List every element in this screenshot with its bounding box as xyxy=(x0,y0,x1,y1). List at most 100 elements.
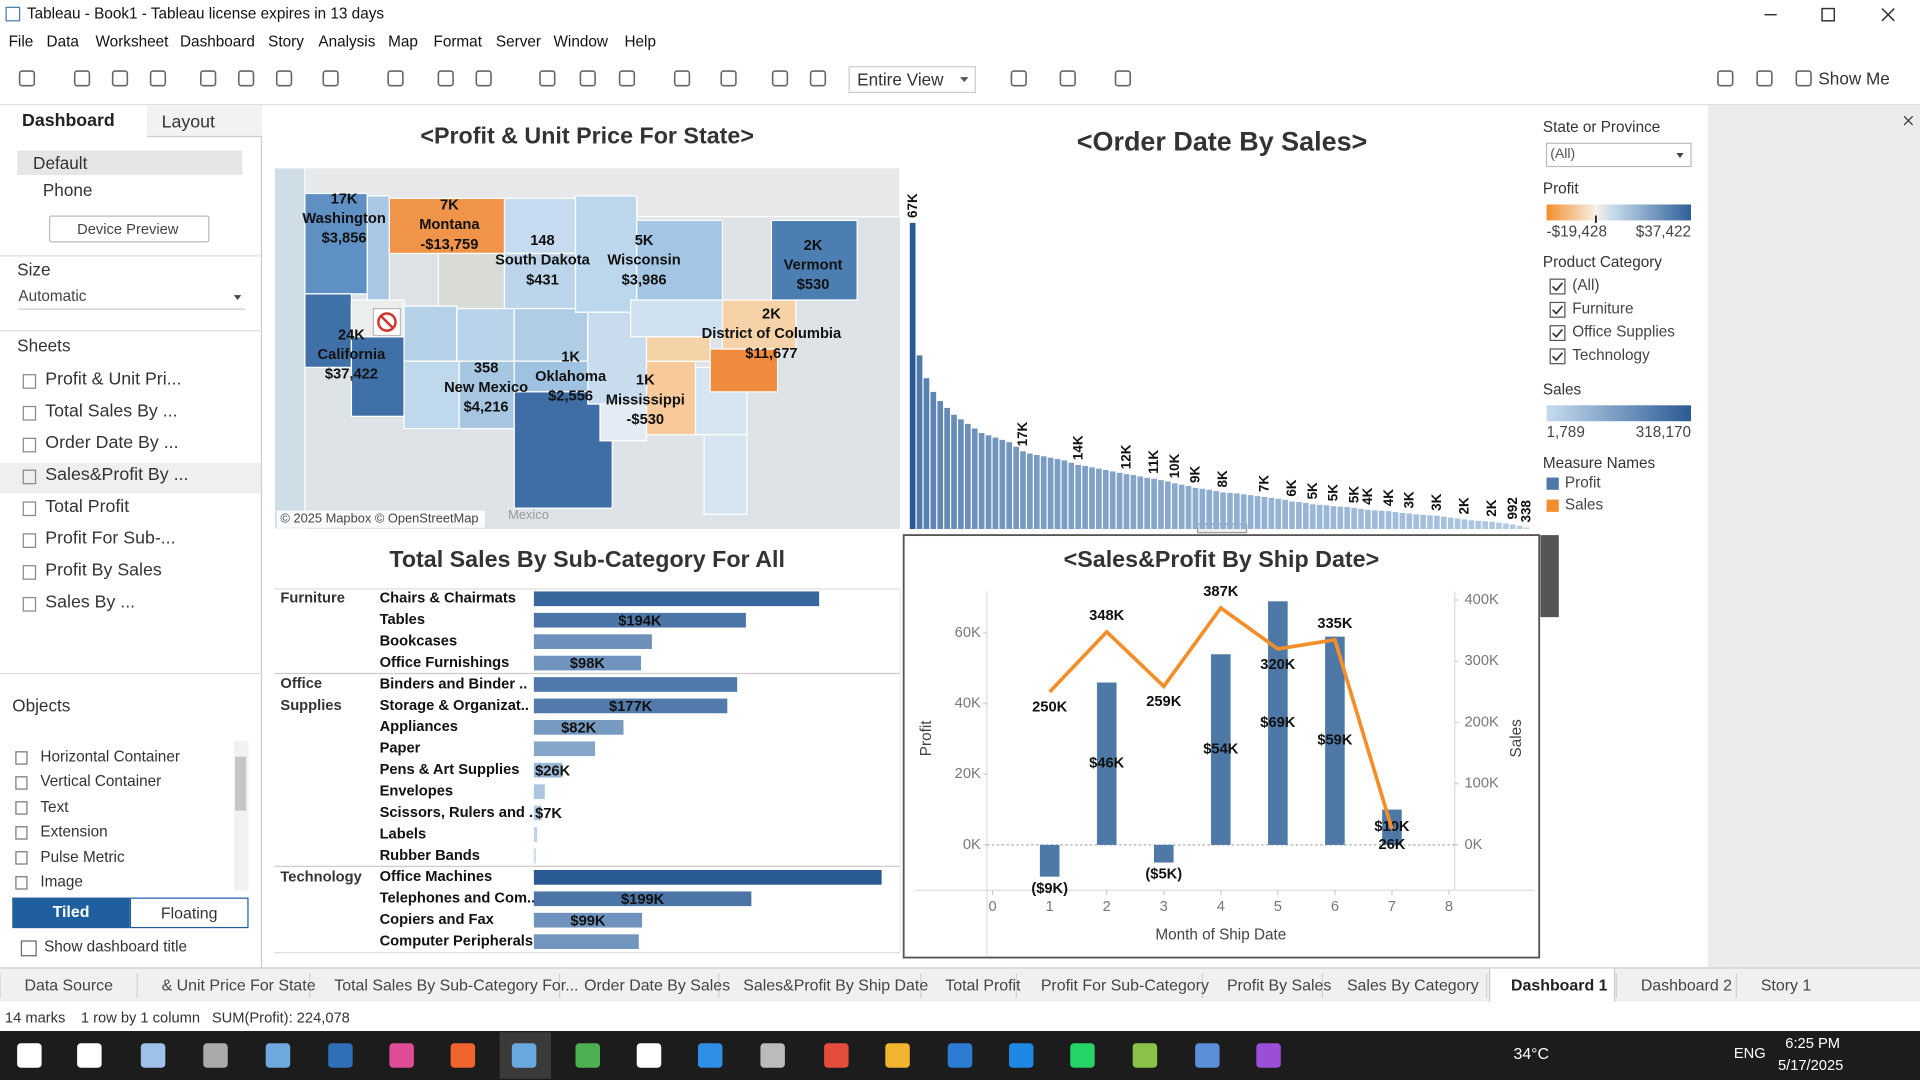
toolbar-icon[interactable] xyxy=(1114,70,1132,87)
filter-value[interactable]: (All) xyxy=(1550,146,1576,162)
close-icon[interactable] xyxy=(1903,115,1914,126)
menu-item[interactable]: Map xyxy=(388,33,418,51)
size-dropdown[interactable]: Automatic xyxy=(18,288,245,310)
sheet-tab[interactable]: Dashboard 1 xyxy=(1511,975,1608,995)
taskbar-app[interactable] xyxy=(140,1043,166,1068)
menu-item[interactable]: Server xyxy=(495,33,542,51)
menu-item[interactable]: File xyxy=(8,33,34,51)
sheet-tab[interactable]: Sales&Profit By Ship Date xyxy=(743,975,929,995)
toolbar-icon[interactable] xyxy=(322,70,339,87)
sheet-tab[interactable]: Dashboard 2 xyxy=(1640,975,1732,995)
menu-item[interactable]: Worksheet xyxy=(95,33,169,51)
category-option[interactable]: Office Supplies xyxy=(1572,323,1675,341)
taskbar-app[interactable] xyxy=(1256,1043,1281,1068)
taskbar-app[interactable] xyxy=(450,1043,476,1068)
taskbar-app[interactable] xyxy=(1132,1043,1158,1068)
sheet-item[interactable]: Sales&Profit By ... xyxy=(45,465,189,485)
taskbar-app[interactable] xyxy=(760,1043,785,1068)
checkbox[interactable] xyxy=(1549,278,1566,295)
sheet-tab[interactable]: Order Date By Sales xyxy=(584,975,731,995)
taskbar-app[interactable] xyxy=(824,1043,849,1068)
device-option[interactable]: Phone xyxy=(42,180,93,200)
category-option[interactable]: Technology xyxy=(1572,346,1650,364)
taskbar-app[interactable] xyxy=(885,1043,910,1068)
objects-scroll-thumb[interactable] xyxy=(235,756,247,811)
sheet-tab[interactable]: Profit For Sub-Category xyxy=(1040,975,1209,995)
tiled-button[interactable]: Tiled xyxy=(12,897,130,929)
menu-item[interactable]: Analysis xyxy=(318,33,376,51)
category-option[interactable]: (All) xyxy=(1572,276,1600,294)
object-item[interactable]: Text xyxy=(40,798,69,816)
menu-item[interactable]: Help xyxy=(624,33,656,51)
toolbar-icon[interactable] xyxy=(1756,70,1773,87)
toolbar-icon[interactable] xyxy=(1717,70,1734,87)
state-filter-box[interactable] xyxy=(1545,142,1692,168)
toolbar-icon[interactable] xyxy=(387,70,404,87)
sheet-tab[interactable]: Profit By Sales xyxy=(1226,975,1332,995)
object-item[interactable]: Image xyxy=(40,873,83,891)
toolbar-icon[interactable] xyxy=(275,70,293,87)
object-item[interactable]: Vertical Container xyxy=(40,773,162,791)
menu-item[interactable]: Data xyxy=(46,33,79,51)
toolbar-icon[interactable] xyxy=(437,70,454,87)
sheet-tab[interactable]: Sales By Category xyxy=(1346,975,1479,995)
sheet-item[interactable]: Profit & Unit Pri... xyxy=(45,369,182,390)
toolbar-icon[interactable] xyxy=(1010,70,1027,87)
checkbox[interactable] xyxy=(1549,301,1566,318)
toolbar-icon[interactable] xyxy=(73,70,91,87)
side-tab[interactable]: Layout xyxy=(161,112,215,133)
toolbar-icon[interactable] xyxy=(673,70,691,87)
checkbox[interactable] xyxy=(1549,348,1566,365)
taskbar-app[interactable] xyxy=(947,1043,973,1068)
toolbar-icon[interactable] xyxy=(539,70,556,87)
sheet-tab[interactable]: Total Sales By Sub-Category For... xyxy=(334,975,579,995)
toolbar-icon[interactable] xyxy=(149,70,167,87)
sheet-tab[interactable]: Data Source xyxy=(24,975,113,995)
sheet-item[interactable]: Profit By Sales xyxy=(45,560,162,581)
sheet-item[interactable]: Profit For Sub-... xyxy=(45,528,176,549)
object-item[interactable]: Extension xyxy=(40,823,108,841)
ship-chart-controls[interactable] xyxy=(1540,535,1559,618)
toolbar-icon[interactable] xyxy=(579,70,596,87)
object-item[interactable]: Pulse Metric xyxy=(40,848,125,866)
sheet-tab[interactable]: Story 1 xyxy=(1760,975,1812,995)
taskbar-app[interactable] xyxy=(265,1043,291,1068)
menu-item[interactable]: Format xyxy=(433,33,482,51)
sheet-item[interactable]: Order Date By ... xyxy=(45,433,179,454)
taskbar-app[interactable] xyxy=(77,1043,102,1068)
taskbar-app[interactable] xyxy=(17,1043,42,1068)
sheet-tab[interactable]: Total Profit xyxy=(945,975,1021,995)
floating-button[interactable]: Floating xyxy=(129,897,249,929)
taskbar-app[interactable] xyxy=(636,1043,662,1068)
side-tab[interactable]: Dashboard xyxy=(22,111,115,132)
toolbar-icon[interactable] xyxy=(200,70,217,87)
toolbar-icons[interactable] xyxy=(18,70,1812,87)
sheet-item[interactable]: Sales By ... xyxy=(45,592,136,613)
taskbar-app[interactable] xyxy=(575,1043,600,1068)
show-me[interactable]: Show Me xyxy=(1818,68,1890,89)
toolbar-icon[interactable] xyxy=(111,70,129,87)
toolbar-icon[interactable] xyxy=(809,70,827,87)
sheet-tab[interactable]: & Unit Price For State xyxy=(161,975,316,995)
taskbar-app[interactable] xyxy=(511,1043,537,1068)
taskbar-app[interactable] xyxy=(389,1043,414,1068)
toolbar-icon[interactable] xyxy=(237,70,255,87)
toolbar-icon[interactable] xyxy=(618,70,636,87)
taskbar-app[interactable] xyxy=(1195,1043,1220,1068)
taskbar-app[interactable] xyxy=(1070,1043,1095,1068)
show-title-checkbox[interactable] xyxy=(20,940,37,957)
device-option[interactable]: Default xyxy=(33,153,88,173)
category-option[interactable]: Furniture xyxy=(1572,300,1634,318)
sheet-item[interactable]: Total Profit xyxy=(45,497,130,517)
sheet-item[interactable]: Total Sales By ... xyxy=(45,401,178,422)
taskbar-app[interactable] xyxy=(328,1043,353,1068)
toolbar-icon[interactable] xyxy=(720,70,737,87)
taskbar-app[interactable] xyxy=(697,1043,723,1068)
toolbar-icon[interactable] xyxy=(1059,70,1076,87)
toolbar-icon[interactable] xyxy=(475,70,492,87)
toolbar-icon[interactable] xyxy=(771,70,789,87)
toolbar-icon[interactable] xyxy=(1795,70,1812,87)
toolbar-icon[interactable] xyxy=(18,70,36,87)
menu-item[interactable]: Window xyxy=(553,33,608,51)
object-item[interactable]: Horizontal Container xyxy=(40,748,180,766)
